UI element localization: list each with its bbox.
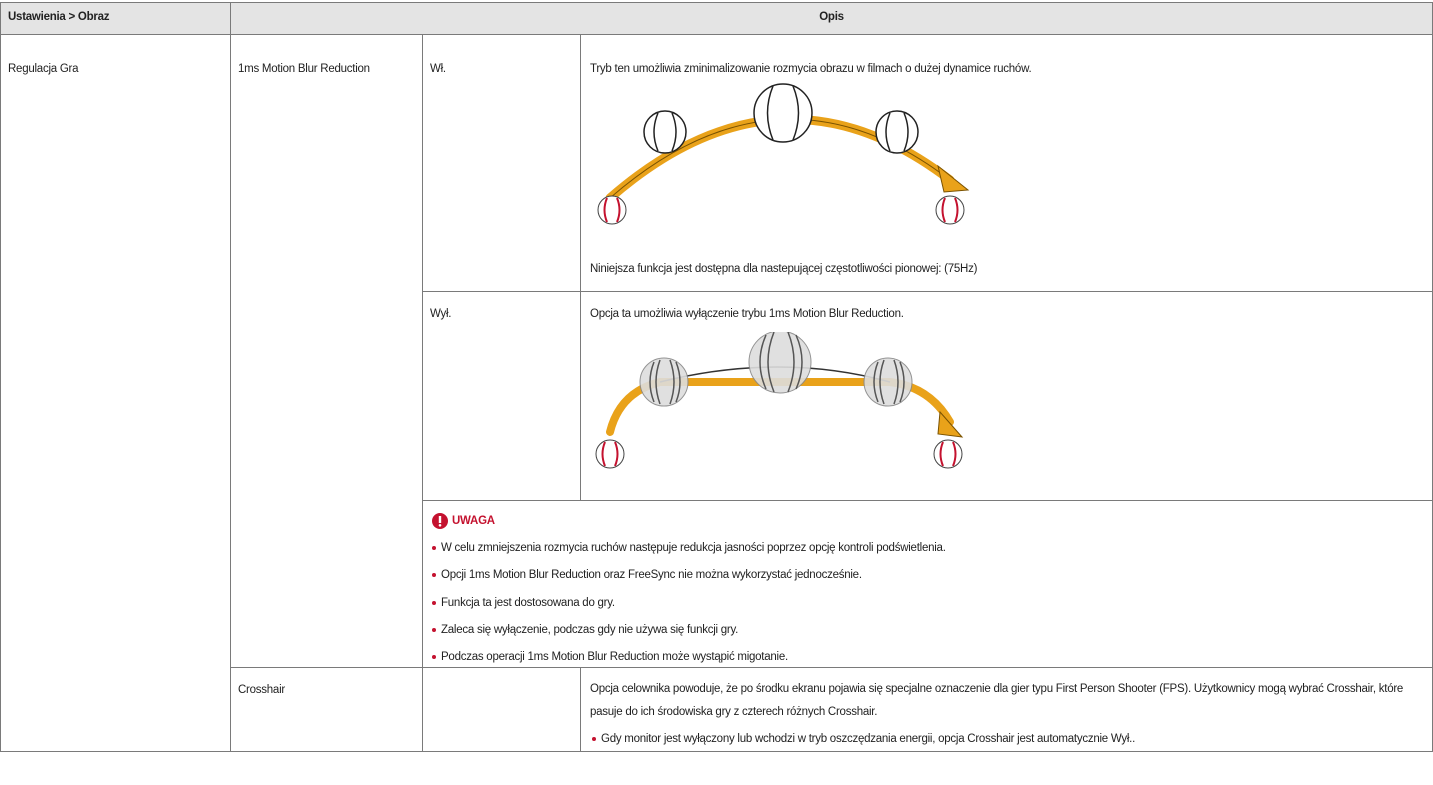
feature-label: 1ms Motion Blur Reduction: [238, 63, 370, 75]
feature-label: Crosshair: [238, 684, 285, 696]
list-item: Opcji 1ms Motion Blur Reduction oraz Fre…: [441, 569, 862, 582]
header-row: [0, 2, 1433, 34]
list-item: Zaleca się wyłączenie, podczas gdy nie u…: [441, 623, 739, 636]
border: [422, 34, 423, 752]
option-label: Wł.: [430, 63, 446, 75]
option-text: Opcja ta umożliwia wyłączenie trybu 1ms …: [590, 308, 904, 320]
border: [0, 2, 1433, 3]
note-icon: [432, 513, 448, 529]
border: [580, 34, 581, 500]
bullet: [432, 573, 436, 578]
list-item: Funkcja ta jest dostosowana do gry.: [441, 596, 615, 609]
border: [0, 2, 1, 752]
bullet: [432, 627, 436, 632]
border: [0, 751, 1433, 752]
border: [230, 667, 1433, 668]
header-description: Opis: [819, 11, 844, 23]
bullet: [432, 655, 436, 660]
illustration-on: [597, 83, 970, 225]
border: [422, 500, 1433, 501]
bullet: [432, 546, 436, 550]
border: [580, 667, 581, 752]
bullet: [592, 737, 596, 741]
bullet: [432, 600, 436, 605]
illustration-off: [595, 332, 964, 469]
availability-text: Niniejsza funkcja jest dostępna dla nast…: [590, 263, 978, 275]
option-text: Tryb ten umożliwia zminimalizowanie rozm…: [590, 63, 1032, 75]
border: [230, 2, 231, 752]
option-label: Wył.: [430, 308, 452, 320]
group-label: Regulacja Gra: [8, 63, 79, 75]
list-item: Podczas operacji 1ms Motion Blur Reducti…: [441, 651, 788, 664]
header-setting: Ustawienia > Obraz: [8, 11, 110, 23]
list-item: Gdy monitor jest wyłączony lub wchodzi w…: [601, 733, 1136, 745]
border: [0, 34, 1433, 35]
note-title: UWAGA: [452, 515, 495, 527]
list-item: W celu zmniejszenia rozmycia ruchów nast…: [441, 542, 946, 554]
crosshair-text: Opcja celownika powoduje, że po środku e…: [590, 683, 1404, 718]
border: [422, 291, 1433, 292]
